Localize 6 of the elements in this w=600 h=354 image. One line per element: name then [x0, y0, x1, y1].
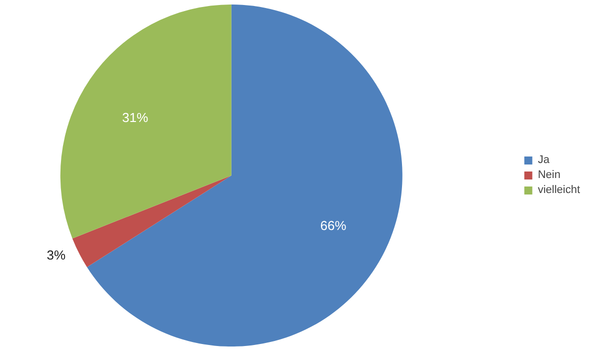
legend-label: Ja — [538, 154, 550, 166]
data-label: 66% — [320, 218, 347, 233]
data-label: 31% — [122, 110, 149, 125]
data-label: 3% — [46, 247, 66, 262]
legend-label: vielleicht — [538, 184, 580, 196]
legend-label: Nein — [538, 169, 560, 181]
